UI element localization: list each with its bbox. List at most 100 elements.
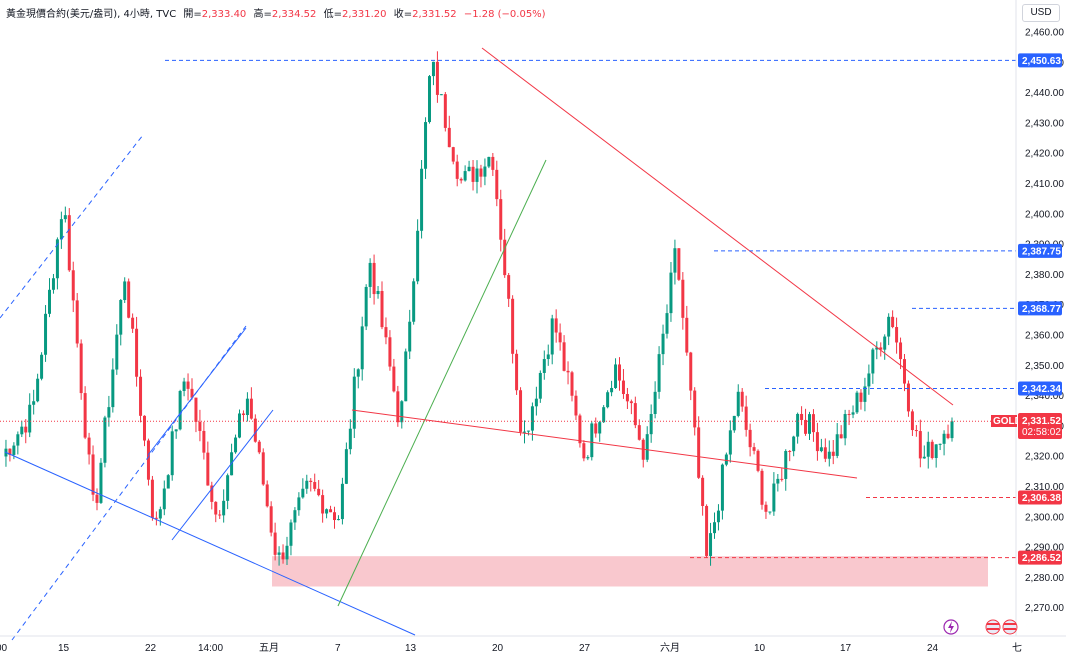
candle-body (835, 434, 839, 456)
candle-body (154, 517, 158, 519)
candle-body (709, 533, 713, 556)
price-level-value: 2,450.63 (1022, 56, 1061, 67)
candle-body (566, 370, 570, 373)
symbol-tag: GOLD (993, 416, 1022, 427)
candle-body (364, 286, 368, 327)
candle-body (123, 281, 127, 301)
candle-body (542, 359, 546, 373)
candle-body (435, 61, 439, 95)
candle-body (653, 391, 657, 415)
price-tick: 2,320.00 (1025, 452, 1064, 463)
time-tick: 15 (58, 643, 70, 654)
candle-body (618, 364, 621, 381)
candle-body (103, 417, 107, 463)
candle-body (44, 313, 48, 355)
candle-body (253, 418, 257, 442)
price-tick: 2,310.00 (1025, 482, 1064, 493)
candle-body (582, 443, 586, 459)
candle-body (190, 388, 194, 398)
trendline-drawings (0, 47, 954, 641)
candle-body (289, 522, 293, 546)
candle-body (67, 215, 71, 271)
symbol-name: 黃金現價合約(美元/盎司), 4小時, TVC (6, 9, 177, 20)
price-tick: 2,300.00 (1025, 512, 1064, 523)
candle-body (713, 522, 716, 534)
channel-upper-dashed-line (0, 134, 144, 319)
candle-body (475, 168, 479, 182)
candle-body (752, 447, 756, 451)
candle-body (158, 509, 162, 519)
candle-body (625, 394, 629, 402)
time-tick: 五月 (259, 642, 279, 654)
candle-body (20, 426, 24, 435)
time-axis[interactable]: 00 15 22 14:00 五月 7 13 20 27 六月 10 17 24 七 (0, 642, 1022, 654)
candle-body (178, 390, 182, 430)
price-level-tag (1018, 490, 1062, 505)
candle-body (736, 391, 740, 416)
candle-body (479, 168, 483, 177)
price-tick: 2,460.00 (1025, 28, 1064, 39)
candle-body (388, 337, 392, 367)
low-value: 2,331.20 (341, 9, 387, 20)
price-tick: 2,280.00 (1025, 573, 1064, 584)
currency-button[interactable]: USD (1022, 4, 1060, 22)
us-flag-icon[interactable] (985, 619, 1001, 635)
candle-body (558, 332, 562, 343)
candle-body (336, 519, 340, 521)
candle-body (621, 380, 625, 395)
candle-body (748, 429, 752, 448)
price-tick: 2,270.00 (1025, 603, 1064, 614)
us-flag-icon[interactable] (1002, 619, 1018, 635)
candle-body (705, 505, 709, 556)
candle-body (523, 431, 526, 433)
candle-body (222, 500, 226, 516)
candle-body (400, 401, 404, 423)
candle-body (772, 483, 776, 512)
candle-body (340, 483, 344, 520)
candle-body (127, 281, 131, 318)
price-level-tag (1018, 53, 1062, 68)
candle-body (744, 406, 748, 430)
candle-body (309, 480, 313, 483)
candle-body (546, 354, 550, 360)
high-label: 高= (253, 9, 272, 20)
candle-body (839, 434, 843, 439)
price-tick: 2,410.00 (1025, 179, 1064, 190)
candle-body (562, 342, 566, 371)
candle-body (578, 415, 582, 444)
candle-body (107, 407, 111, 418)
bar-countdown: 02:58:02 (1022, 427, 1061, 438)
close-label: 收= (393, 9, 413, 20)
candle-body (36, 378, 40, 402)
candle-body (883, 336, 887, 350)
candle-body (71, 270, 75, 301)
candle-body (139, 376, 143, 416)
candle-body (380, 291, 384, 328)
candle-body (764, 504, 768, 512)
candle-body (673, 248, 677, 273)
flag-lower-line (171, 409, 274, 541)
candle-body (297, 497, 301, 511)
candle-body (800, 413, 804, 420)
candle-body (760, 470, 764, 505)
candle-body (554, 318, 558, 333)
candle-body (938, 443, 942, 445)
candle-body (95, 494, 99, 503)
candle-body (368, 262, 372, 287)
candle-body (645, 434, 649, 460)
price-axis[interactable]: 2,460.002,450.002,440.002,430.002,420.00… (1025, 28, 1064, 615)
change-value: −1.28 (−0.05%) (463, 9, 546, 20)
timeline-event-icons[interactable] (943, 619, 1018, 635)
candle-body (720, 464, 724, 511)
symbol-legend[interactable]: 黃金現價合約(美元/盎司), 4小時, TVC 開=2,333.40 高=2,3… (6, 5, 546, 20)
low-label: 低= (323, 9, 342, 20)
flag-upper-line (147, 327, 247, 456)
candle-body (503, 239, 507, 276)
candle-body (910, 411, 914, 431)
candle-body (356, 369, 360, 377)
candle-body (135, 328, 139, 377)
candle-body (685, 317, 689, 353)
candle-body (24, 426, 28, 433)
candle-body (649, 414, 653, 435)
